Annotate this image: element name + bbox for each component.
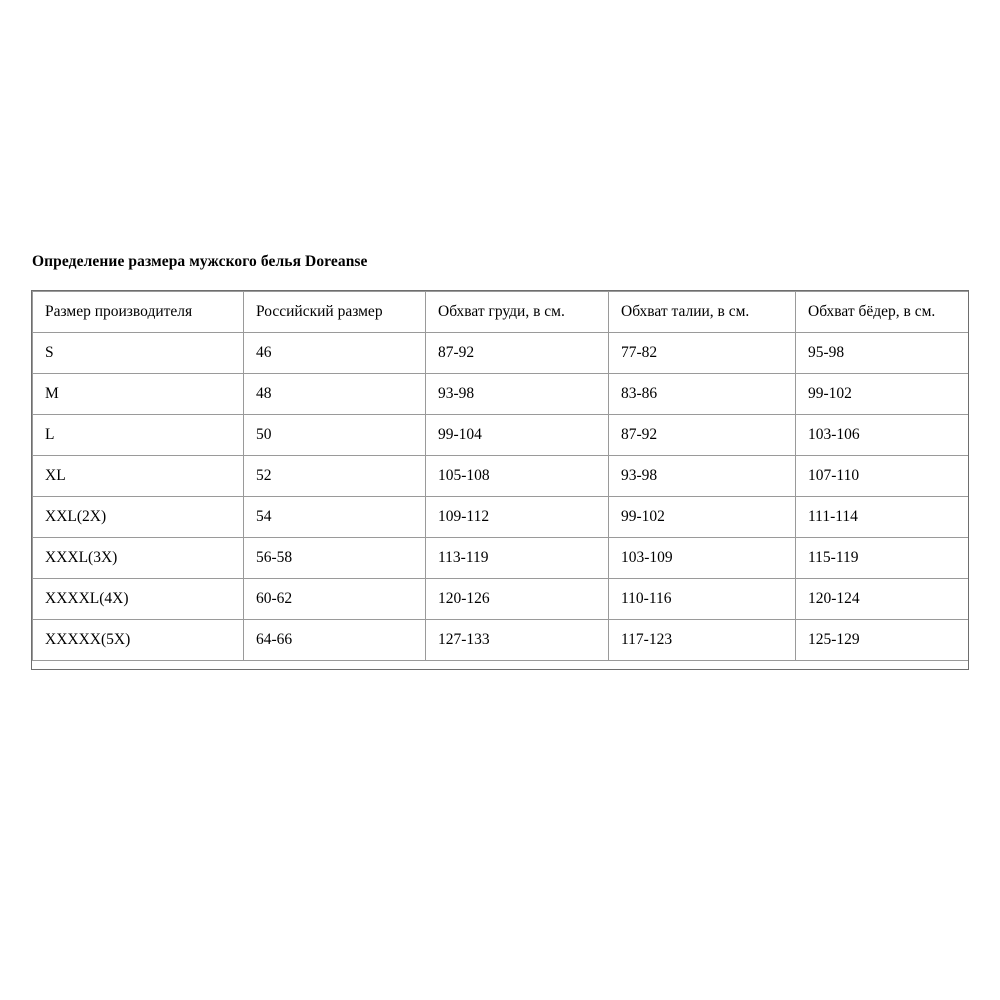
table-row: S 46 87-92 77-82 95-98 — [32, 332, 969, 374]
table-row: XXL(2X) 54 109-112 99-102 111-114 — [32, 496, 969, 538]
cell-manufacturer-size: M — [32, 373, 244, 415]
cell-manufacturer-size: XL — [32, 455, 244, 497]
cell-waist: 110-116 — [608, 578, 796, 620]
cell-hips: 115-119 — [795, 537, 969, 579]
cell-chest: 113-119 — [425, 537, 609, 579]
cell-russian-size: 52 — [243, 455, 426, 497]
table-header: Размер производителя Российский размер О… — [32, 291, 969, 333]
column-header-waist: Обхват талии, в см. — [608, 291, 796, 333]
cell-hips: 95-98 — [795, 332, 969, 374]
table-row: XXXL(3X) 56-58 113-119 103-109 115-119 — [32, 537, 969, 579]
cell-russian-size: 48 — [243, 373, 426, 415]
cell-chest: 120-126 — [425, 578, 609, 620]
cell-chest: 87-92 — [425, 332, 609, 374]
table-row: XXXXX(5X) 64-66 127-133 117-123 125-129 — [32, 619, 969, 661]
size-chart-table: Размер производителя Российский размер О… — [32, 291, 969, 661]
cell-waist: 93-98 — [608, 455, 796, 497]
cell-russian-size: 54 — [243, 496, 426, 538]
cell-hips: 107-110 — [795, 455, 969, 497]
cell-waist: 83-86 — [608, 373, 796, 415]
cell-chest: 109-112 — [425, 496, 609, 538]
cell-waist: 87-92 — [608, 414, 796, 456]
column-header-russian-size: Российский размер — [243, 291, 426, 333]
table-row: M 48 93-98 83-86 99-102 — [32, 373, 969, 415]
cell-russian-size: 56-58 — [243, 537, 426, 579]
cell-waist: 117-123 — [608, 619, 796, 661]
cell-waist: 103-109 — [608, 537, 796, 579]
table-row: XL 52 105-108 93-98 107-110 — [32, 455, 969, 497]
cell-russian-size: 64-66 — [243, 619, 426, 661]
column-header-chest: Обхват груди, в см. — [425, 291, 609, 333]
column-header-hips: Обхват бёдер, в см. — [795, 291, 969, 333]
table-header-row: Размер производителя Российский размер О… — [32, 291, 969, 333]
cell-russian-size: 50 — [243, 414, 426, 456]
cell-manufacturer-size: L — [32, 414, 244, 456]
cell-chest: 99-104 — [425, 414, 609, 456]
table-row: XXXXL(4X) 60-62 120-126 110-116 120-124 — [32, 578, 969, 620]
cell-chest: 127-133 — [425, 619, 609, 661]
cell-manufacturer-size: XXXXL(4X) — [32, 578, 244, 620]
cell-russian-size: 46 — [243, 332, 426, 374]
cell-manufacturer-size: S — [32, 332, 244, 374]
cell-manufacturer-size: XXXXX(5X) — [32, 619, 244, 661]
page-title: Определение размера мужского белья Dorea… — [32, 253, 368, 270]
cell-russian-size: 60-62 — [243, 578, 426, 620]
cell-manufacturer-size: XXL(2X) — [32, 496, 244, 538]
table-body: S 46 87-92 77-82 95-98 M 48 93-98 83-86 … — [32, 332, 969, 661]
cell-hips: 125-129 — [795, 619, 969, 661]
cell-waist: 77-82 — [608, 332, 796, 374]
cell-hips: 111-114 — [795, 496, 969, 538]
cell-chest: 105-108 — [425, 455, 609, 497]
cell-waist: 99-102 — [608, 496, 796, 538]
cell-chest: 93-98 — [425, 373, 609, 415]
cell-hips: 120-124 — [795, 578, 969, 620]
cell-hips: 99-102 — [795, 373, 969, 415]
column-header-manufacturer-size: Размер производителя — [32, 291, 244, 333]
cell-hips: 103-106 — [795, 414, 969, 456]
cell-manufacturer-size: XXXL(3X) — [32, 537, 244, 579]
table-row: L 50 99-104 87-92 103-106 — [32, 414, 969, 456]
